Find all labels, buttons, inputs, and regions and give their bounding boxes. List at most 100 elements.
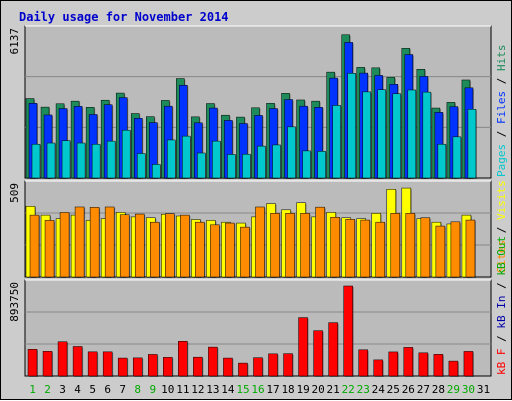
legend-sites-visits-item-2: / xyxy=(495,220,508,240)
bar-sites-day-12 xyxy=(195,221,205,278)
x-tick-label-day-14: 14 xyxy=(221,383,235,396)
bar-sites-day-26 xyxy=(405,213,416,278)
legend-sites-visits-item-1: Sites xyxy=(495,240,508,273)
x-tick-label-day-30: 30 xyxy=(462,383,475,396)
x-tick-label-day-22: 22 xyxy=(342,383,355,396)
bar-sites-day-27 xyxy=(420,217,431,278)
x-tick-label-day-19: 19 xyxy=(296,383,309,396)
x-tick-label-day-23: 23 xyxy=(357,383,370,396)
x-tick-label-day-10: 10 xyxy=(161,383,174,396)
bar-sites-day-18 xyxy=(285,213,295,278)
bar-hits-day-25 xyxy=(392,93,402,179)
bar-hits-day-13 xyxy=(212,140,221,179)
legend-kbytes: kB F / kB In / kB Out xyxy=(495,236,508,375)
bar-kbf-day-7 xyxy=(117,357,128,377)
bar-hits-day-23 xyxy=(362,91,371,179)
x-tick-label-day-13: 13 xyxy=(206,383,219,396)
bar-sites-day-25 xyxy=(390,213,401,278)
bar-sites-day-4 xyxy=(74,206,85,278)
bar-hits-day-27 xyxy=(422,91,432,179)
bar-hits-day-7 xyxy=(121,129,131,179)
bar-sites-day-1 xyxy=(29,214,40,278)
x-tick-label-day-6: 6 xyxy=(104,383,111,396)
bar-kbf-day-24 xyxy=(373,359,383,377)
bar-sites-day-22 xyxy=(345,219,355,278)
bar-sites-day-9 xyxy=(150,221,160,278)
x-tick-label-day-27: 27 xyxy=(417,383,430,396)
bar-kbf-day-14 xyxy=(223,357,233,377)
bar-hits-day-17 xyxy=(272,144,281,179)
x-tick-label-day-21: 21 xyxy=(327,383,340,396)
bar-kbf-day-30 xyxy=(463,351,474,377)
bar-hits-day-8 xyxy=(136,153,146,179)
bar-kbf-day-29 xyxy=(448,360,459,377)
bar-kbf-day-25 xyxy=(388,351,399,377)
bar-sites-day-29 xyxy=(450,221,461,278)
chart-title: Daily usage for November 2014 xyxy=(19,10,229,24)
bar-kbf-day-10 xyxy=(163,357,173,377)
bar-kbf-day-1 xyxy=(27,349,38,377)
bar-sites-day-20 xyxy=(315,206,325,278)
x-tick-label-day-15: 15 xyxy=(236,383,249,396)
bar-sites-day-17 xyxy=(270,213,280,278)
x-tick-label-day-29: 29 xyxy=(447,383,460,396)
legend-pages-files-hits-item-5: Hits xyxy=(495,45,508,72)
legend-kbytes-item-1: kB F xyxy=(495,349,508,376)
x-tick-label-day-11: 11 xyxy=(176,383,189,396)
legend-sites-visits: Sites / Visits xyxy=(495,180,508,273)
bar-hits-day-12 xyxy=(197,152,206,179)
bar-kbf-day-18 xyxy=(283,353,293,377)
bar-kbf-day-8 xyxy=(132,357,143,377)
bar-hits-day-28 xyxy=(437,143,447,179)
bar-kbf-day-4 xyxy=(72,346,83,377)
legend-pages-files-hits-item-2: / xyxy=(495,124,508,144)
legend-kbytes-item-2: / xyxy=(495,329,508,349)
bar-hits-day-24 xyxy=(377,89,386,179)
bar-sites-day-14 xyxy=(225,222,235,278)
bar-sites-day-24 xyxy=(375,221,385,278)
bar-kbf-day-5 xyxy=(87,351,98,377)
bar-sites-day-19 xyxy=(300,213,310,278)
legend-pages-files-hits-item-4: / xyxy=(495,71,508,91)
bar-hits-day-18 xyxy=(287,126,296,179)
bar-sites-day-15 xyxy=(240,226,250,278)
x-tick-label-day-31: 31 xyxy=(477,383,490,396)
bar-kbf-day-9 xyxy=(148,354,158,377)
legend-kbytes-item-3: kB In xyxy=(495,296,508,329)
bar-kbf-day-13 xyxy=(208,346,218,377)
panel-1-ymax-label: 6137 xyxy=(8,28,21,55)
bar-kbf-day-26 xyxy=(403,347,414,377)
bar-sites-day-5 xyxy=(89,207,100,278)
panel-2-ymax-label: 509 xyxy=(8,183,21,203)
x-tick-label-day-16: 16 xyxy=(251,383,264,396)
bar-kbf-day-3 xyxy=(57,341,68,377)
bar-sites-day-13 xyxy=(210,224,220,278)
bar-hits-day-5 xyxy=(91,143,101,179)
bar-hits-day-21 xyxy=(332,105,341,179)
bar-hits-day-2 xyxy=(46,142,56,179)
bar-kbf-day-22 xyxy=(343,285,353,377)
legend-kbytes-item-4: / xyxy=(495,276,508,296)
panel-3-ymax-label: 893750 xyxy=(8,282,21,322)
bar-hits-day-1 xyxy=(31,143,41,179)
bar-kbf-day-12 xyxy=(193,356,203,377)
bar-kbf-day-11 xyxy=(178,341,188,377)
bar-sites-day-30 xyxy=(465,219,476,278)
bar-sites-day-23 xyxy=(360,219,370,278)
bar-kbf-day-19 xyxy=(298,317,308,377)
x-tick-label-day-8: 8 xyxy=(134,383,141,396)
bar-hits-day-22 xyxy=(347,73,356,179)
bar-sites-day-11 xyxy=(180,214,190,278)
x-tick-label-day-17: 17 xyxy=(266,383,279,396)
x-tick-label-day-26: 26 xyxy=(402,383,415,396)
x-tick-label-day-2: 2 xyxy=(44,383,51,396)
bar-sites-day-6 xyxy=(104,206,115,278)
x-tick-label-day-25: 25 xyxy=(387,383,400,396)
bar-hits-day-14 xyxy=(227,154,236,179)
x-tick-label-day-9: 9 xyxy=(149,383,156,396)
bar-hits-day-30 xyxy=(467,108,477,179)
bar-hits-day-20 xyxy=(317,151,326,179)
bar-sites-day-16 xyxy=(255,206,265,278)
